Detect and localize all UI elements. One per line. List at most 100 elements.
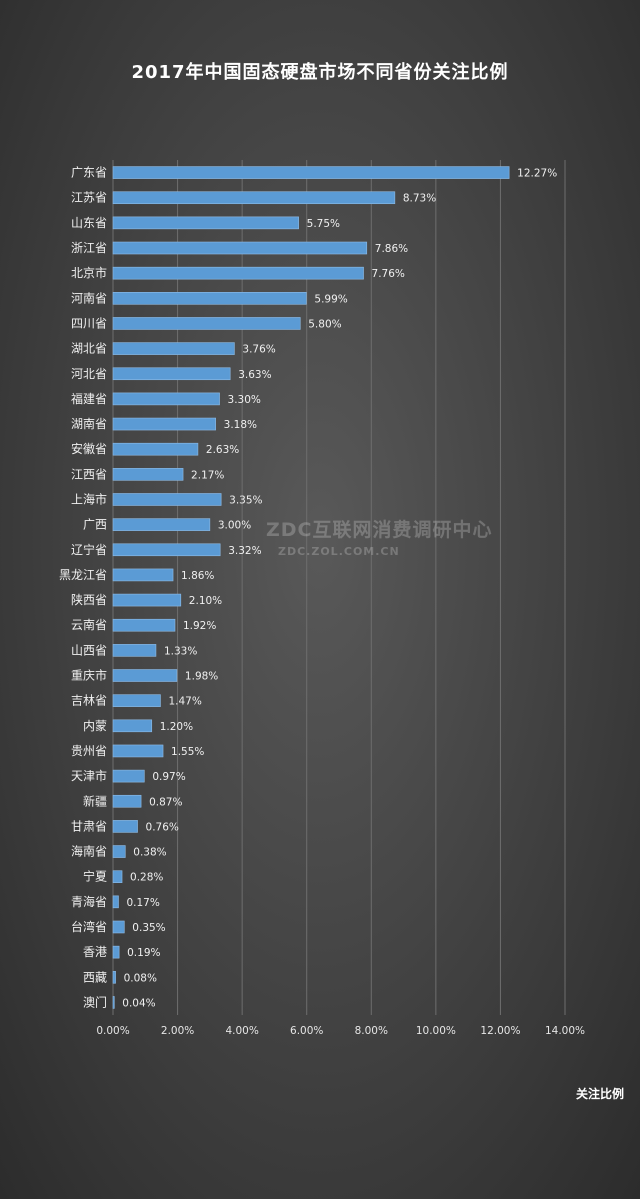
- data-label: 7.76%: [372, 268, 405, 280]
- category-label: 河南省: [71, 290, 107, 305]
- bar: [112, 367, 231, 381]
- x-tick-label: 14.00%: [545, 1025, 585, 1037]
- category-label: 天津市: [71, 768, 107, 783]
- bar: [112, 493, 222, 506]
- x-tick-label: 0.00%: [96, 1025, 129, 1037]
- data-label: 2.10%: [189, 595, 222, 607]
- bar: [112, 820, 138, 833]
- category-label: 安徽省: [71, 441, 107, 456]
- bar: [112, 417, 216, 431]
- data-label: 0.28%: [130, 872, 163, 884]
- data-label: 0.04%: [122, 997, 155, 1009]
- gridlines: [112, 160, 566, 1015]
- x-tick-label: 8.00%: [355, 1025, 388, 1037]
- bar: [112, 845, 126, 858]
- category-label: 江西省: [71, 467, 107, 481]
- bar: [112, 468, 184, 481]
- chart-title: 2017年中国固态硬盘市场不同省份关注比例: [131, 62, 509, 83]
- data-label: 2.17%: [191, 469, 224, 481]
- watermark-text: ZDC互联网消费调研中心: [266, 519, 493, 541]
- data-label: 7.86%: [375, 243, 408, 255]
- data-label: 0.87%: [149, 796, 182, 808]
- category-label: 云南省: [71, 617, 107, 632]
- bar: [112, 694, 161, 707]
- category-label: 内蒙: [83, 719, 107, 733]
- data-label: 12.27%: [517, 168, 557, 180]
- data-label: 3.76%: [242, 344, 275, 356]
- bar: [112, 292, 307, 305]
- category-label: 新疆: [83, 793, 107, 808]
- data-label: 3.35%: [229, 494, 262, 506]
- category-label: 广西: [83, 518, 107, 532]
- data-label: 0.38%: [133, 847, 166, 859]
- category-labels: 广东省江苏省山东省浙江省北京市河南省四川省湖北省河北省福建省湖南省安徽省江西省上…: [59, 166, 107, 1010]
- category-label: 湖北省: [71, 341, 107, 356]
- bar: [112, 996, 115, 1009]
- data-label: 3.18%: [224, 419, 257, 431]
- bars: [112, 166, 510, 1009]
- category-label: 贵州省: [71, 744, 107, 758]
- category-label: 河北省: [71, 367, 107, 381]
- category-label: 山西省: [71, 643, 107, 657]
- x-tick-label: 12.00%: [480, 1025, 520, 1037]
- category-label: 甘肃省: [71, 819, 107, 833]
- bar: [112, 216, 299, 230]
- category-label: 重庆市: [71, 668, 107, 683]
- bar: [112, 191, 396, 205]
- data-label: 0.19%: [127, 947, 160, 959]
- data-label: 3.32%: [228, 545, 261, 557]
- data-label: 1.86%: [181, 570, 214, 582]
- category-label: 浙江省: [71, 241, 107, 255]
- bar: [112, 342, 235, 355]
- data-label: 5.80%: [308, 318, 341, 330]
- category-label: 上海市: [71, 491, 107, 506]
- value-labels: 12.27% 8.73% 5.75% 7.86% 7.76% 5.99% 5.80% 3.76…: [122, 168, 557, 1010]
- bar: [112, 241, 368, 255]
- bar: [112, 266, 364, 280]
- category-label: 江苏省: [71, 191, 107, 205]
- category-label: 陕西省: [71, 592, 107, 607]
- category-label: 澳门: [83, 994, 107, 1009]
- data-label: 1.20%: [160, 721, 193, 733]
- data-label: 8.73%: [403, 193, 436, 205]
- data-label: 3.30%: [228, 394, 261, 406]
- watermark-url: ZDC.ZOL.COM.CN: [278, 545, 400, 558]
- bar: [112, 518, 211, 531]
- category-label: 青海省: [71, 894, 107, 909]
- x-tick-labels: 0.00% 2.00% 4.00% 6.00% 8.00% 10.00% 12.00% 14.…: [96, 1025, 585, 1037]
- bar: [112, 945, 120, 959]
- bar: [112, 769, 145, 783]
- bar: [112, 669, 178, 682]
- data-label: 0.35%: [132, 922, 165, 934]
- bar: [112, 392, 220, 406]
- bar: [112, 895, 119, 909]
- bar: [112, 618, 176, 632]
- bar: [112, 719, 153, 733]
- bar: [112, 543, 221, 557]
- data-label: 3.63%: [238, 369, 271, 381]
- bar: [112, 166, 510, 179]
- bar: [112, 593, 182, 607]
- data-label: 3.00%: [218, 520, 251, 532]
- data-label: 1.98%: [185, 671, 218, 683]
- category-label: 西藏: [83, 970, 107, 984]
- x-tick-label: 6.00%: [290, 1025, 323, 1037]
- category-label: 黑龙江省: [59, 568, 107, 582]
- category-label: 辽宁省: [71, 542, 107, 557]
- bar: [112, 920, 125, 934]
- bar: [112, 794, 142, 808]
- category-label: 台湾省: [71, 919, 107, 934]
- x-tick-label: 4.00%: [225, 1025, 258, 1037]
- data-label: 0.08%: [124, 972, 157, 984]
- bar: [112, 870, 123, 883]
- category-label: 湖南省: [71, 416, 107, 431]
- legend-series-label: 关注比例: [575, 1087, 624, 1101]
- data-label: 0.17%: [126, 897, 159, 909]
- data-label: 5.99%: [314, 293, 347, 305]
- bar: [112, 744, 164, 758]
- data-label: 5.75%: [307, 218, 340, 230]
- category-label: 四川省: [71, 316, 107, 330]
- category-label: 吉林省: [71, 694, 107, 708]
- data-label: 1.55%: [171, 746, 204, 758]
